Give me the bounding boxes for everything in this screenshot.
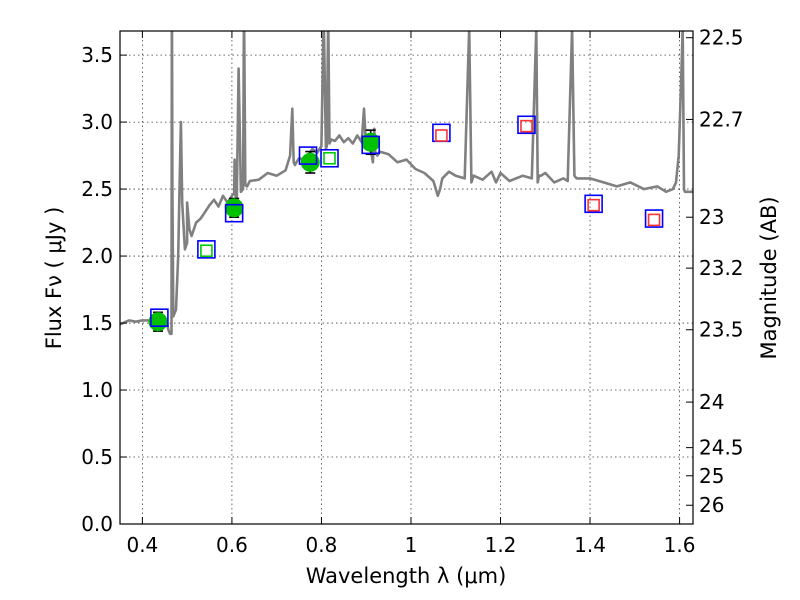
model-photometry-square (224, 203, 244, 223)
y2-tick-label: 22.5 (699, 26, 744, 50)
model-photometry-square (150, 308, 169, 327)
x-tick-label: 1 (405, 533, 418, 557)
y-tick-label: 3.0 (81, 110, 113, 134)
y2-tick-label: 26 (699, 493, 724, 517)
observed-point (224, 198, 244, 218)
model-photometry-square (435, 129, 448, 142)
y2-tick-label: 24 (699, 390, 724, 414)
y-tick-label: 2.0 (81, 244, 113, 268)
y2-tick-label: 23 (699, 205, 724, 229)
y2-tick-label: 24.5 (699, 436, 744, 460)
x-tick-label: 1.2 (485, 533, 517, 557)
y-tick-label: 3.5 (81, 43, 113, 67)
model-photometry-square (298, 146, 318, 165)
axes: 0.4 0.6 0.8 1 1.2 1.4 1.6 0.0 0.5 1.0 1.5 2.0 2.5 3.0… (81, 26, 743, 557)
y-tick-label: 1.5 (81, 311, 113, 335)
y-axis-title: Flux Fν ( μJy ) (42, 207, 66, 350)
y-tick-label: 1.0 (81, 378, 113, 402)
plot-area (120, 31, 693, 336)
model-photometry-square (647, 213, 661, 227)
x-axis-title: Wavelength λ (μm) (306, 564, 507, 588)
y2-tick-label: 23.2 (699, 256, 744, 280)
model-photometry-square (587, 198, 600, 212)
y-tick-label: 0.5 (81, 445, 113, 469)
y2-tick-label: 23.5 (699, 318, 744, 342)
grid-lines (120, 31, 693, 525)
y-tick-label: 0.0 (81, 512, 113, 536)
x-tick-label: 1.6 (664, 533, 696, 557)
model-photometry-square (197, 240, 216, 259)
model-photometry-square (644, 209, 664, 228)
observed-point (300, 152, 320, 172)
model-photometry-square (520, 119, 533, 133)
x-tick-label: 0.4 (126, 533, 158, 557)
observed-point (148, 312, 168, 332)
model-photometry-square (584, 194, 603, 214)
model-photometry-square (323, 151, 336, 165)
model-photometry-square (361, 135, 380, 155)
y2-axis-title: Magnitude (AB) (757, 196, 781, 359)
x-tick-label: 1.4 (574, 533, 606, 557)
plot-frame (119, 30, 694, 525)
model-photometry-square (517, 115, 536, 135)
model-photometry-square (320, 148, 339, 168)
x-tick-label: 0.6 (216, 533, 248, 557)
x-tick-label: 0.8 (306, 533, 338, 557)
model-photometry-square (200, 244, 213, 258)
y2-tick-label: 25 (699, 464, 724, 488)
y-tick-label: 2.5 (81, 177, 113, 201)
model-spectrum-line (120, 31, 693, 336)
y2-tick-label: 22.7 (699, 107, 744, 131)
